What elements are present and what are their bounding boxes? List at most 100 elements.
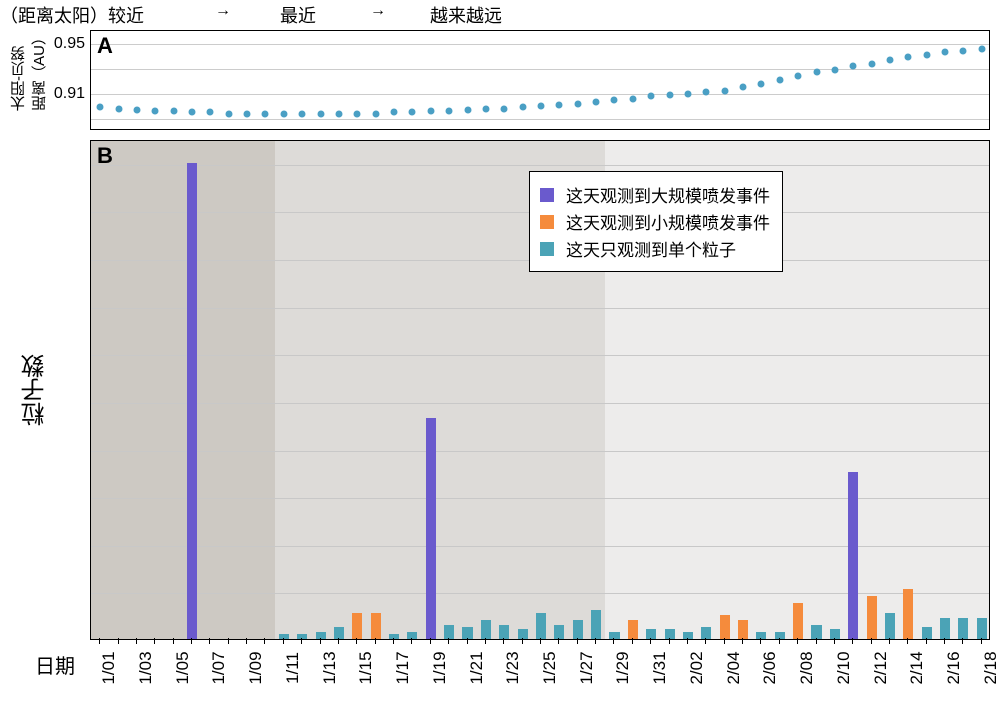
x-axis-label: 日期: [35, 650, 75, 679]
panel-a-ytick: 0.95: [54, 35, 85, 53]
arrow-icon: →: [215, 2, 231, 20]
distance-point: [446, 108, 453, 115]
x-tick-label: 1/21: [467, 651, 487, 684]
x-tick-label: 1/25: [540, 651, 560, 684]
x-tick-label: 2/14: [907, 651, 927, 684]
x-tick-mark: [448, 638, 449, 644]
distance-point: [152, 108, 159, 115]
distance-point: [666, 91, 673, 98]
gridline: [91, 451, 989, 452]
distance-point: [317, 110, 324, 117]
distance-point: [225, 110, 232, 117]
distance-point: [501, 105, 508, 112]
distance-point: [556, 101, 563, 108]
x-tick-mark: [962, 638, 963, 644]
x-tick-label: 2/04: [724, 651, 744, 684]
panel-a-ytick: 0.91: [54, 85, 85, 103]
x-tick-mark: [540, 638, 541, 644]
panel-a: A 0.910.95: [90, 30, 990, 130]
x-tick-label: 1/19: [430, 651, 450, 684]
particle-bar: [591, 610, 601, 639]
legend-label: 这天观测到小规模喷发事件: [566, 209, 770, 234]
x-tick-mark: [981, 638, 982, 644]
x-tick-mark: [411, 638, 412, 644]
x-tick-label: 1/27: [577, 651, 597, 684]
particle-bar: [922, 627, 932, 639]
x-axis: 1/011/031/051/071/091/111/131/151/171/19…: [90, 640, 990, 700]
x-tick-mark: [558, 638, 559, 644]
particle-bar: [352, 613, 362, 639]
x-tick-mark: [742, 638, 743, 644]
x-tick-mark: [338, 638, 339, 644]
x-tick-label: 1/23: [503, 651, 523, 684]
x-tick-label: 2/18: [981, 651, 1000, 684]
distance-point: [684, 90, 691, 97]
distance-point: [464, 106, 471, 113]
x-tick-mark: [852, 638, 853, 644]
x-tick-mark: [889, 638, 890, 644]
chart-container: （距离太阳）较近 → 最近 → 越来越远 太阳-贝努 距离（AU） A 0.91…: [0, 0, 1000, 705]
distance-point: [115, 105, 122, 112]
panel-b: B 这天观测到大规模喷发事件这天观测到小规模喷发事件这天只观测到单个粒子 020…: [90, 140, 990, 640]
distance-point: [795, 73, 802, 80]
panel-b-ylabel: 粒子数: [18, 140, 53, 640]
gridline: [91, 119, 989, 120]
particle-bar: [554, 625, 564, 639]
legend-swatch: [540, 215, 554, 229]
particle-bar: [536, 613, 546, 639]
x-tick-mark: [595, 638, 596, 644]
distance-point: [97, 104, 104, 111]
gridline: [91, 355, 989, 356]
x-tick-mark: [430, 638, 431, 644]
ylabel-a-line2: 距离（AU）: [31, 30, 48, 111]
x-tick-mark: [154, 638, 155, 644]
particle-bar: [885, 613, 895, 639]
ylabel-b-text: 粒子数: [18, 354, 53, 426]
ylabel-a-line1: 太阳-贝努: [10, 46, 27, 111]
gridline: [91, 44, 989, 45]
x-tick-label: 1/09: [246, 651, 266, 684]
legend: 这天观测到大规模喷发事件这天观测到小规模喷发事件这天只观测到单个粒子: [529, 171, 783, 272]
particle-bar: [187, 163, 197, 639]
panel-b-label: B: [97, 143, 113, 169]
x-tick-mark: [797, 638, 798, 644]
legend-item: 这天观测到小规模喷发事件: [540, 209, 770, 234]
distance-point: [335, 110, 342, 117]
header-left: （距离太阳）较近: [0, 2, 144, 28]
distance-point: [538, 103, 545, 110]
x-tick-label: 1/07: [209, 651, 229, 684]
distance-point: [391, 109, 398, 116]
distance-point: [482, 105, 489, 112]
panel-a-ylabel: 太阳-贝努 距离（AU）: [10, 30, 50, 130]
header-right: 越来越远: [430, 2, 502, 28]
particle-bar: [389, 634, 399, 639]
x-tick-mark: [283, 638, 284, 644]
distance-point: [868, 60, 875, 67]
distance-point: [574, 100, 581, 107]
x-tick-label: 1/03: [136, 651, 156, 684]
x-tick-mark: [687, 638, 688, 644]
x-tick-label: 2/12: [871, 651, 891, 684]
particle-bar: [738, 620, 748, 639]
x-tick-mark: [356, 638, 357, 644]
distance-point: [831, 66, 838, 73]
distance-point: [776, 76, 783, 83]
x-tick-mark: [779, 638, 780, 644]
x-tick-label: 1/31: [650, 651, 670, 684]
x-tick-mark: [99, 638, 100, 644]
x-tick-mark: [191, 638, 192, 644]
distance-point: [611, 96, 618, 103]
distance-point: [262, 110, 269, 117]
particle-bar: [499, 625, 509, 639]
x-tick-mark: [522, 638, 523, 644]
particle-bar: [940, 618, 950, 639]
header-mid: 最近: [280, 2, 316, 28]
x-tick-mark: [907, 638, 908, 644]
particle-bar: [628, 620, 638, 639]
particle-bar: [665, 629, 675, 639]
distance-point: [740, 84, 747, 91]
x-tick-mark: [485, 638, 486, 644]
x-tick-label: 1/29: [613, 651, 633, 684]
particle-bar: [775, 632, 785, 639]
gridline: [91, 94, 989, 95]
